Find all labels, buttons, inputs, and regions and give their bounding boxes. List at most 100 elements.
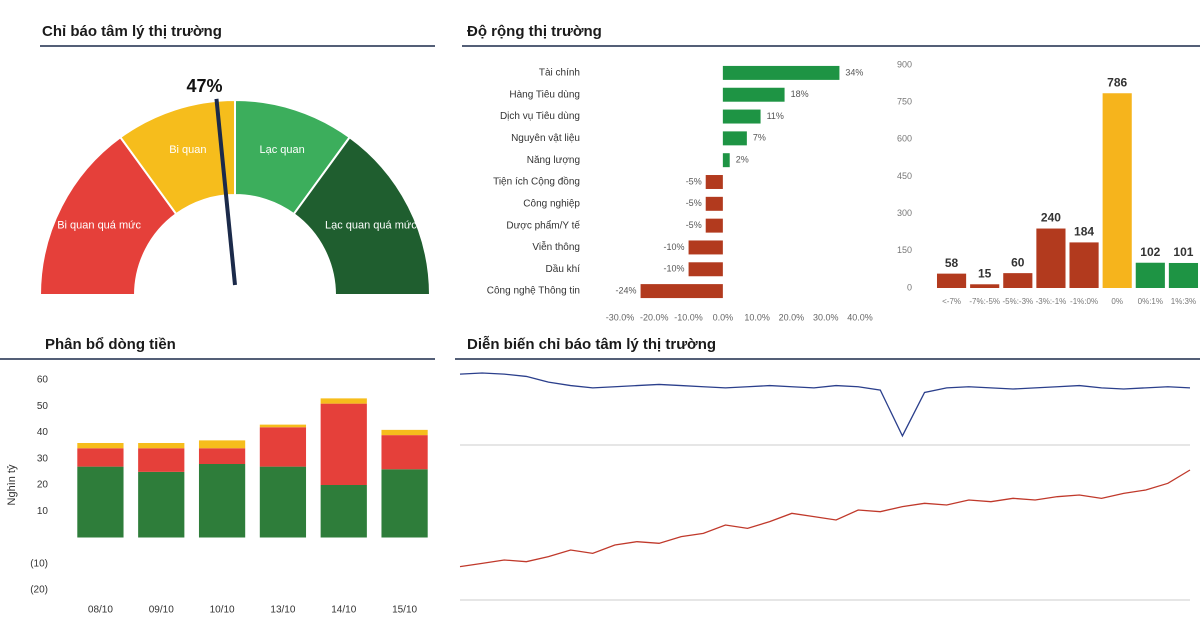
bar <box>936 273 967 288</box>
x-tick-label: -30.0% <box>606 312 635 322</box>
category-label: Viễn thông <box>532 240 580 253</box>
x-tick-label: 13/10 <box>270 605 295 616</box>
value-label: 102 <box>1140 245 1160 259</box>
line-series <box>459 469 1191 568</box>
panel-title: Độ rộng thị trường <box>467 23 602 40</box>
x-tick-label: -1%:0% <box>1070 297 1098 306</box>
band-label: Lạc quan <box>259 144 304 156</box>
x-tick-label: -7%:-5% <box>969 297 1000 306</box>
bar <box>640 284 723 299</box>
bar-segment <box>259 424 307 428</box>
gauge-band <box>292 135 432 296</box>
value-label: 34% <box>845 67 863 77</box>
category-label: Nguyên vật liệu <box>511 133 580 144</box>
bar <box>722 87 785 102</box>
bar-segment <box>198 448 246 464</box>
bar-segment <box>77 466 124 538</box>
category-label: Năng lượng <box>527 155 580 166</box>
value-label: 2% <box>736 155 749 165</box>
bar-segment <box>259 427 307 467</box>
bar <box>970 284 1000 288</box>
bar-segment <box>138 443 185 449</box>
y-tick-label: 60 <box>37 375 49 386</box>
bar-segment <box>381 469 428 538</box>
bar-segment <box>138 448 185 472</box>
x-tick-label: -20.0% <box>640 312 669 322</box>
value-label: 11% <box>767 111 784 121</box>
y-tick-label: 300 <box>897 208 912 218</box>
x-tick-label: -10.0% <box>674 312 703 322</box>
value-label: 58 <box>945 256 959 270</box>
category-label: Dược phẩm/Y tế <box>506 219 580 231</box>
y-tick-label: 20 <box>37 480 49 491</box>
bar <box>705 218 723 233</box>
value-label: -24% <box>616 285 637 295</box>
value-label: 18% <box>791 89 809 99</box>
bar <box>688 240 723 255</box>
x-tick-label: 20.0% <box>779 312 805 322</box>
bar-segment <box>198 464 246 538</box>
x-tick-label: 14/10 <box>331 605 356 616</box>
value-label: 60 <box>1011 255 1025 269</box>
bar-segment <box>320 485 367 538</box>
bar-segment <box>198 440 246 449</box>
bar <box>688 262 723 277</box>
category-label: Dịch vụ Tiêu dùng <box>500 111 580 122</box>
x-tick-label: -3%:-1% <box>1036 297 1067 306</box>
bar <box>1003 273 1033 288</box>
y-tick-label: (20) <box>30 585 48 596</box>
x-tick-label: 10.0% <box>744 312 770 322</box>
x-tick-label: 40.0% <box>847 312 873 322</box>
bar-segment <box>381 429 428 436</box>
category-label: Công nghiệp <box>523 198 580 209</box>
bar <box>1036 228 1066 288</box>
bar <box>722 153 730 168</box>
panel-title: Chỉ báo tâm lý thị trường <box>42 23 222 40</box>
value-label: -10% <box>664 242 685 252</box>
category-label: Dầu khí <box>546 263 581 275</box>
y-tick-label: (10) <box>30 558 48 569</box>
x-tick-label: 10/10 <box>210 605 235 616</box>
x-tick-label: 30.0% <box>813 312 839 322</box>
panel-title: Phân bổ dòng tiền <box>45 336 176 353</box>
bar <box>1135 262 1165 288</box>
value-label: 7% <box>753 133 766 143</box>
bar <box>1069 242 1099 288</box>
y-tick-label: 450 <box>897 171 912 181</box>
bar <box>705 175 723 189</box>
value-label: 184 <box>1074 225 1094 239</box>
y-tick-label: 30 <box>37 453 49 464</box>
y-tick-label: 0 <box>907 282 912 292</box>
value-label: 240 <box>1041 211 1061 225</box>
x-tick-label: 08/10 <box>88 605 113 616</box>
category-label: Hàng Tiêu dùng <box>509 89 580 100</box>
band-label: Bi quan <box>169 144 206 156</box>
x-tick-label: 1%:3% <box>1171 297 1196 306</box>
value-label: 15 <box>978 266 992 280</box>
x-tick-label: 0.0% <box>713 312 734 322</box>
y-tick-label: 900 <box>897 59 912 69</box>
y-tick-label: 600 <box>897 134 912 144</box>
bar <box>722 65 840 80</box>
bar <box>1168 262 1199 288</box>
category-label: Tiện ích Cộng đồng <box>493 176 580 188</box>
gauge-value: 47% <box>186 76 222 96</box>
value-label: -10% <box>664 264 685 274</box>
value-label: -5% <box>686 220 702 230</box>
y-tick-label: 40 <box>37 427 49 438</box>
value-label: -5% <box>686 176 702 186</box>
bar <box>722 131 747 146</box>
category-label: Tài chính <box>539 68 580 79</box>
bar-segment <box>138 471 185 538</box>
y-tick-label: 750 <box>897 97 912 107</box>
value-label: 786 <box>1107 75 1127 89</box>
y-tick-label: 50 <box>37 401 49 412</box>
x-tick-label: 0% <box>1111 297 1123 306</box>
y-tick-label: 150 <box>897 245 912 255</box>
value-label: 101 <box>1173 245 1193 259</box>
y-axis-title: Nghìn tỷ <box>6 464 18 505</box>
bar-segment <box>381 435 428 470</box>
bar-segment <box>77 443 124 449</box>
x-tick-label: -5%:-3% <box>1002 297 1033 306</box>
